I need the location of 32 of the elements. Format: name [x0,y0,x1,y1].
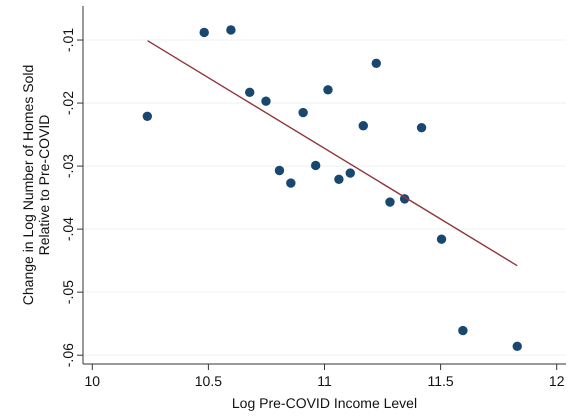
point [200,28,209,38]
point [346,168,355,178]
point [286,178,296,188]
point [245,88,254,98]
point [372,58,381,68]
x-tick-label: 10 [84,373,100,389]
point [310,160,320,170]
point [142,112,152,121]
point [385,197,395,207]
y-tick-label: -.06 [60,342,76,368]
point [226,25,236,35]
x-tick-label: 11.5 [427,373,454,389]
point [261,96,271,106]
point [436,234,446,244]
x-tick-label: 11 [317,373,332,389]
point [298,108,308,118]
point [323,85,333,95]
y-tick-label: -.02 [60,90,76,116]
point [416,122,426,132]
y-tick-label: -.04 [60,216,76,242]
x-tick-label: 10.5 [194,373,222,389]
y-tick-label: -.05 [60,280,76,304]
y-tick-label: -.03 [60,154,76,178]
y-axis-title: Change in Log Number of Homes Sold Relative to Pre-COVID [20,64,52,306]
x-tick-label: 12 [548,373,565,389]
point [358,121,368,130]
point [512,342,522,352]
x-axis-title: Log Pre-COVID Income Level [232,395,418,411]
point [274,166,284,176]
point [334,174,344,184]
y-tick-label: -.01 [60,28,76,52]
point [458,326,468,336]
